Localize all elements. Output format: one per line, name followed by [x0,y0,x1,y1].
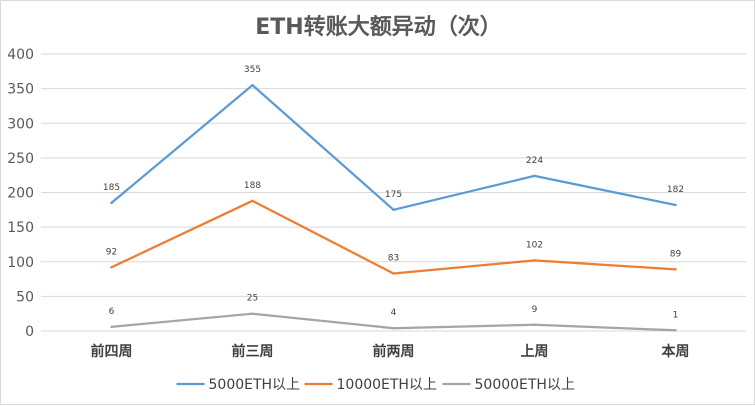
gridlines [41,53,746,332]
data-label: 4 [391,308,397,318]
y-tick-label: 300 [7,116,34,132]
data-point [674,203,677,207]
data-label: 25 [247,294,258,304]
y-tick-label: 250 [7,151,34,167]
data-label: 188 [244,181,261,191]
data-label: 102 [526,240,543,250]
data-point [251,83,254,87]
y-tick-label: 50 [16,289,34,305]
data-point [533,323,536,326]
y-tick-label: 350 [7,82,34,98]
x-tick-label: 前四周 [91,343,133,360]
series-lines [110,83,677,332]
y-axis: 0 50 100 150 200 250 300 350 400 [7,47,34,340]
y-tick-label: 400 [7,47,34,63]
x-tick-label: 本周 [662,343,690,360]
data-label: 224 [526,156,543,166]
data-point [533,174,536,178]
data-point [392,272,395,275]
y-tick-label: 200 [7,186,34,202]
x-tick-label: 前两周 [373,343,415,360]
y-tick-label: 100 [7,255,34,271]
x-tick-label: 上周 [521,344,549,360]
data-point [674,268,677,271]
data-label: 9 [532,305,538,315]
data-label: 92 [106,247,117,257]
x-axis: 前四周 前三周 前两周 上周 本周 [91,343,690,360]
data-point [674,329,677,332]
data-point [251,199,254,203]
data-label: 83 [388,254,399,264]
data-labels: 185 355 175 224 182 92 188 83 102 89 6 25 4 9 1 [103,65,684,320]
data-label: 355 [244,65,261,75]
y-tick-label: 0 [25,324,34,340]
data-point [251,312,254,315]
data-label: 175 [385,190,402,200]
data-point [110,325,113,329]
x-tick-label: 前三周 [232,343,274,360]
legend: 5000ETH以上 10000ETH以上 50000ETH以上 [176,377,575,393]
data-label: 185 [103,183,120,193]
legend-entry: 50000ETH以上 [475,377,575,393]
data-point [392,208,395,212]
data-label: 6 [109,307,115,317]
data-point [110,201,113,205]
chart-title: ETH转账大额异动（次） [255,15,502,40]
data-point [110,266,113,269]
data-label: 1 [673,310,679,320]
y-tick-label: 150 [7,220,34,236]
legend-entry: 5000ETH以上 [209,377,301,393]
data-point [392,327,395,330]
data-point [533,259,536,262]
legend-entry: 10000ETH以上 [337,377,437,393]
data-label: 182 [667,185,684,195]
data-label: 89 [670,249,682,259]
